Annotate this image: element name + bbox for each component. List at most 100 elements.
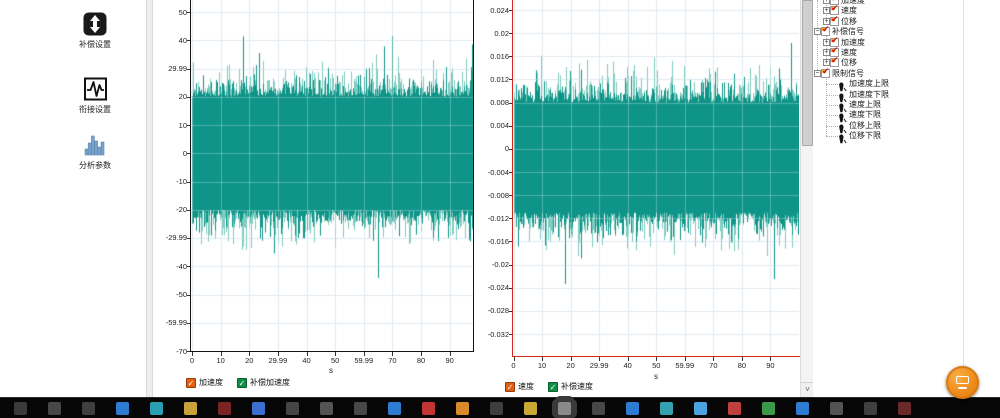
tree-item-label: 位移上限 [849, 120, 881, 130]
x-axis-tick-label: 80 [737, 361, 747, 370]
taskbar-app-icon[interactable] [116, 402, 129, 415]
taskbar-app-icon[interactable] [82, 402, 95, 415]
taskbar-app-icon[interactable] [524, 402, 537, 415]
tree-item[interactable]: +✔加速度 [813, 34, 963, 48]
y-axis-tick-label: 10 [178, 120, 187, 130]
x-axis-tick [306, 352, 308, 356]
tree-item[interactable]: 速度上限 [813, 100, 963, 113]
tree-checkbox-icon[interactable]: ✔ [830, 34, 839, 47]
tree-checkbox-icon[interactable]: ✔ [830, 55, 839, 68]
tree-connector-line [826, 73, 827, 136]
tree-checkbox-icon[interactable]: ✔ [821, 65, 830, 78]
tree-item[interactable]: 速度下限 [813, 110, 963, 123]
legend-checkbox[interactable]: ✓ [548, 381, 558, 392]
tree-checkbox-icon[interactable]: ✔ [830, 0, 839, 5]
tree-item-label: 限制信号 [832, 68, 864, 78]
tree-expand-toggle[interactable]: + [823, 59, 830, 67]
taskbar-app-icon[interactable] [218, 402, 231, 415]
tree-expand-toggle[interactable]: + [823, 17, 830, 25]
compensation-settings-button[interactable]: 补偿设置 [60, 12, 130, 50]
tree-expand-toggle[interactable]: + [823, 0, 830, 4]
taskbar-app-icon[interactable] [796, 402, 809, 415]
tree-item[interactable]: + ✔ 位移 [813, 13, 963, 27]
taskbar-app-icon[interactable] [898, 402, 911, 415]
taskbar-app-icon[interactable] [252, 402, 265, 415]
x-axis-tick-label: 59.99 [675, 361, 695, 370]
tree-item[interactable]: − ✔ 限制信号 [813, 65, 963, 79]
legend-checkbox[interactable]: ✓ [186, 377, 196, 388]
taskbar-app-icon[interactable] [184, 402, 197, 415]
tree-item[interactable]: 加速度上限 [813, 79, 963, 92]
velocity-plot-area[interactable] [512, 0, 801, 357]
tree-expand-toggle[interactable]: + [823, 7, 830, 15]
taskbar-app-icon[interactable] [762, 402, 775, 415]
link-settings-button[interactable]: 衔接设置 [60, 77, 130, 115]
velocity-waveform-canvas[interactable] [513, 0, 799, 356]
tree-item-label: 位移 [841, 16, 857, 26]
y-axis-tick-label: 0.024 [490, 5, 509, 15]
tree-collapse-toggle[interactable]: − [814, 69, 821, 77]
taskbar [0, 397, 1000, 418]
taskbar-app-icon[interactable] [286, 402, 299, 415]
legend-checkbox[interactable]: ✓ [237, 377, 247, 388]
limit-signal-icon [838, 110, 847, 123]
tree-item[interactable]: 加速度下限 [813, 90, 963, 102]
tree-checkbox-icon[interactable]: ✔ [821, 24, 830, 37]
legend-item: ✓ 速度 [505, 381, 534, 392]
scrollbar-down-button[interactable]: ˅ [801, 382, 814, 397]
y-axis-tick-label: -20 [176, 205, 187, 215]
acceleration-waveform-canvas[interactable] [191, 0, 473, 351]
x-axis-tick-label: 90 [445, 356, 454, 365]
x-axis-tick-label: 40 [623, 361, 632, 370]
tree-item[interactable]: 位移上限 [813, 120, 963, 134]
taskbar-app-icon[interactable] [354, 402, 367, 415]
tree-item[interactable]: +✔加速度 [813, 0, 963, 6]
scrollbar-thumb[interactable] [802, 0, 813, 146]
tree-item[interactable]: + ✔ 速度 [813, 45, 963, 58]
taskbar-app-icon[interactable] [150, 402, 163, 415]
taskbar-app-icon[interactable] [660, 402, 673, 415]
analysis-parameters-button[interactable]: 分析参数 [60, 132, 130, 171]
tree-item-label: 位移下限 [849, 131, 881, 141]
badge-glyph [956, 376, 969, 384]
floating-badge[interactable] [946, 366, 979, 399]
taskbar-app-icon[interactable] [388, 402, 401, 415]
tree-checkbox-icon[interactable]: ✔ [830, 3, 839, 16]
tree-item[interactable]: − ✔ 补偿信号 [813, 24, 963, 37]
x-axis-tick [656, 357, 658, 361]
taskbar-app-icon[interactable] [830, 402, 843, 415]
tree-item-label: 速度 [841, 6, 857, 16]
tree-item[interactable]: + ✔ 位移 [813, 55, 963, 68]
legend-checkbox[interactable]: ✓ [505, 381, 515, 392]
signal-tree-panel: +✔加速度+✔速度+✔位移−✔补偿信号+✔加速度+✔速度+✔位移−✔限制信号加速… [813, 0, 1000, 397]
vertical-scrollbar[interactable]: ˅ [800, 0, 814, 397]
link-settings-label: 衔接设置 [79, 105, 111, 114]
taskbar-app-icon[interactable] [558, 402, 571, 415]
taskbar-app-icon[interactable] [864, 402, 877, 415]
x-axis-tick-label: 29.99 [589, 361, 609, 370]
tree-checkbox-icon[interactable]: ✔ [830, 13, 839, 26]
taskbar-app-icon[interactable] [422, 402, 435, 415]
y-axis-tick-label: -0.024 [487, 283, 509, 293]
tree-checkbox-icon[interactable]: ✔ [830, 45, 839, 57]
legend-item: ✓ 加速度 [186, 377, 223, 388]
tree-item-label: 加速度 [841, 0, 865, 5]
taskbar-app-icon[interactable] [626, 402, 639, 415]
acceleration-plot-area[interactable] [190, 0, 474, 352]
acceleration-legend: ✓ 加速度 ✓ 补偿加速度 [186, 377, 290, 388]
taskbar-app-icon[interactable] [48, 402, 61, 415]
taskbar-app-icon[interactable] [14, 402, 27, 415]
taskbar-app-icon[interactable] [320, 402, 333, 415]
tree-item[interactable]: + ✔ 速度 [813, 3, 963, 16]
tree-expand-toggle[interactable]: + [823, 38, 830, 46]
taskbar-app-icon[interactable] [592, 402, 605, 415]
taskbar-app-icon[interactable] [728, 402, 741, 415]
tree-expand-toggle[interactable]: + [823, 49, 830, 56]
taskbar-app-icon[interactable] [694, 402, 707, 415]
taskbar-app-icon[interactable] [490, 402, 503, 415]
tree-item[interactable]: 位移下限 [813, 131, 963, 144]
taskbar-app-icon[interactable] [456, 402, 469, 415]
tree-collapse-toggle[interactable]: − [814, 28, 821, 36]
panel-splitter[interactable] [146, 0, 153, 397]
x-axis-tick [513, 357, 515, 361]
